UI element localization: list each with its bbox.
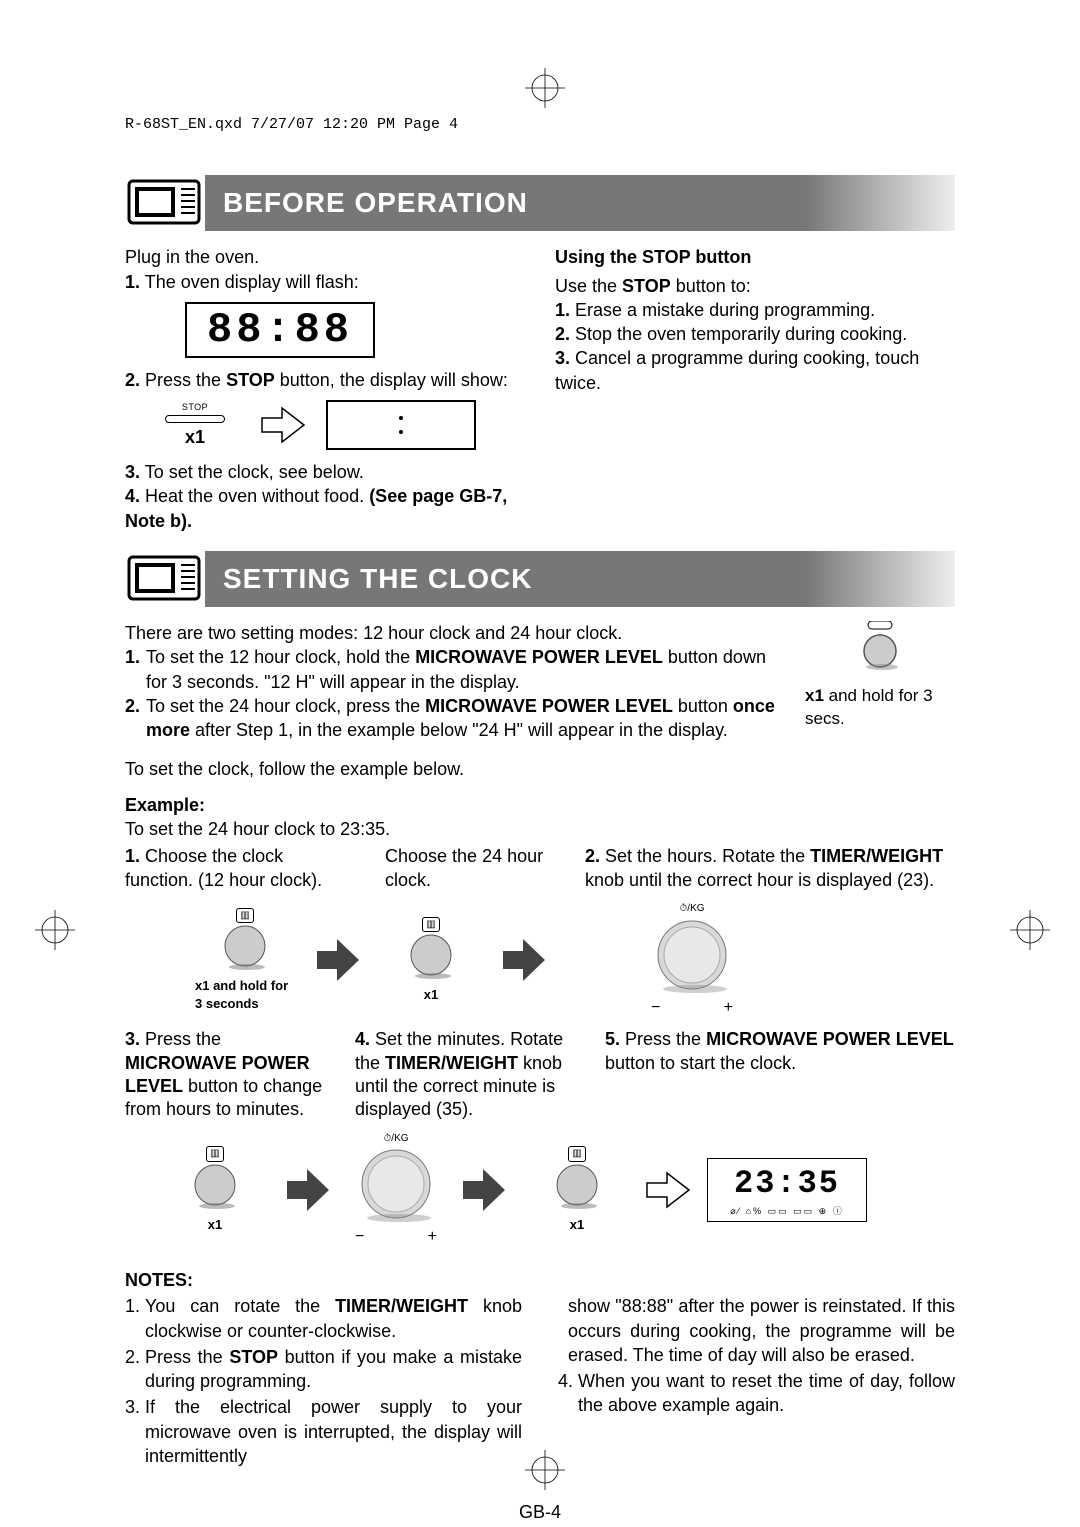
display-8888: 88:88 — [185, 302, 375, 358]
timer-knob-icon — [351, 1146, 441, 1226]
section-title: BEFORE OPERATION — [205, 175, 955, 231]
ex-step2: 2. Set the hours. Rotate the TIMER/WEIGH… — [585, 845, 955, 892]
clock-li1: 1. To set the 12 hour clock, hold the MI… — [125, 645, 785, 694]
section-before-operation: BEFORE OPERATION — [125, 175, 955, 231]
step4: 4. Heat the oven without food. (See page… — [125, 484, 525, 533]
power-level-btn-lbl: ▥ — [422, 917, 439, 933]
print-header: R-68ST_EN.qxd 7/27/07 12:20 PM Page 4 — [125, 115, 955, 135]
final-time: 23:35 — [734, 1162, 840, 1205]
notes-columns: 1.You can rotate the TIMER/WEIGHT knob c… — [125, 1294, 955, 1470]
power-level-btn-lbl: ▥ — [206, 1146, 223, 1162]
section-setting-clock: SETTING THE CLOCK — [125, 551, 955, 607]
note-3a: 3.If the electrical power supply to your… — [125, 1395, 522, 1468]
stop-press-diagram: STOP x1 — [150, 400, 525, 450]
power-level-btn-lbl: ▥ — [568, 1146, 585, 1162]
stop-r2: 2. Stop the oven temporarily during cook… — [555, 322, 955, 346]
step2: 2. Press the STOP button, the display wi… — [125, 368, 525, 392]
display-colon — [326, 400, 476, 450]
plus-sign: + — [724, 997, 733, 1019]
note-2: 2.Press the STOP button if you make a mi… — [125, 1345, 522, 1394]
button-icon — [552, 1162, 602, 1212]
microwave-icon — [125, 175, 205, 231]
ex-step5: 5. Press the MICROWAVE POWER LEVEL butto… — [605, 1028, 955, 1075]
arrow-right-icon — [283, 1165, 333, 1215]
example-row2: 3. Press the MICROWAVE POWER LEVEL butto… — [125, 1028, 955, 1122]
final-display: 23:35 ⌀⁄ ⌂% ▭▭ ▭▭ ⊕ ⓘ — [645, 1158, 867, 1222]
stop-r3: 3. Cancel a programme during cooking, to… — [555, 346, 955, 395]
arrow-right-icon — [459, 1165, 509, 1215]
final-icons: ⌀⁄ ⌂% ▭▭ ▭▭ ⊕ ⓘ — [730, 1205, 843, 1217]
clock-right-hint: x1 and hold for 3 secs. — [805, 621, 955, 731]
power-level-btn-lbl: ▥ — [236, 908, 253, 924]
ex-step1b: Choose the 24 hour clock. — [385, 845, 555, 892]
arrow-right-icon — [499, 935, 549, 985]
example-row1: 1. Choose the clock function. (12 hour c… — [125, 845, 955, 892]
button-icon — [406, 932, 456, 982]
example-diagram-row2: ▥ x1 ⏱/KG −+ ▥ x1 23:35 ⌀⁄ ⌂% ▭▭ ▭▭ ⊕ ⓘ — [125, 1132, 955, 1248]
ex-step1a: 1. Choose the clock function. (12 hour c… — [125, 845, 355, 892]
ex-step4: 4. Set the minutes. Rotate the TIMER/WEI… — [355, 1028, 575, 1122]
before-op-right: Using the STOP button Use the STOP butto… — [555, 245, 955, 533]
stop-r1: 1. Erase a mistake during programming. — [555, 298, 955, 322]
knob-label: ⏱/KG — [383, 1132, 408, 1146]
stop-button-shape — [165, 415, 225, 423]
arrow-right-icon — [645, 1171, 691, 1209]
step1: 1. The oven display will flash: — [125, 270, 525, 294]
section-title: SETTING THE CLOCK — [205, 551, 955, 607]
example-diagram-row1: ▥ x1 and hold for 3 seconds ▥ x1 ⏱/KG −+ — [125, 902, 955, 1018]
manual-page: R-68ST_EN.qxd 7/27/07 12:20 PM Page 4 BE… — [50, 65, 1030, 1465]
note-1: 1.You can rotate the TIMER/WEIGHT knob c… — [125, 1294, 522, 1343]
example-intro: To set the 24 hour clock to 23:35. — [125, 817, 955, 841]
plug-in-text: Plug in the oven. — [125, 245, 525, 269]
using-stop-head: Using the STOP button — [555, 245, 955, 269]
stop-button-graphic: STOP x1 — [150, 401, 240, 449]
example-head: Example: — [125, 793, 955, 817]
microwave-icon — [125, 551, 205, 607]
before-op-left: Plug in the oven. 1. The oven display wi… — [125, 245, 525, 533]
minus-sign: − — [651, 997, 660, 1019]
clock-li2: 2. To set the 24 hour clock, press the M… — [125, 694, 785, 743]
knob-label: ⏱/KG — [679, 902, 704, 916]
note-4: 4.When you want to reset the time of day… — [558, 1369, 955, 1418]
arrow-right-icon — [260, 406, 306, 444]
clock-intro-block: x1 and hold for 3 secs. There are two se… — [125, 621, 955, 742]
use-stop-intro: Use the STOP button to: — [555, 274, 955, 298]
note-3b: show "88:88" after the power is reinstat… — [558, 1294, 955, 1367]
page-number: GB-4 — [125, 1500, 955, 1524]
power-button-icon — [850, 621, 910, 671]
timer-knob-icon — [647, 917, 737, 997]
button-icon — [190, 1162, 240, 1212]
step3: 3. To set the clock, see below. — [125, 460, 525, 484]
ex-step3: 3. Press the MICROWAVE POWER LEVEL butto… — [125, 1028, 325, 1122]
notes-head: NOTES: — [125, 1268, 955, 1292]
follow-text: To set the clock, follow the example bel… — [125, 757, 955, 781]
arrow-right-icon — [313, 935, 363, 985]
button-icon — [220, 923, 270, 973]
